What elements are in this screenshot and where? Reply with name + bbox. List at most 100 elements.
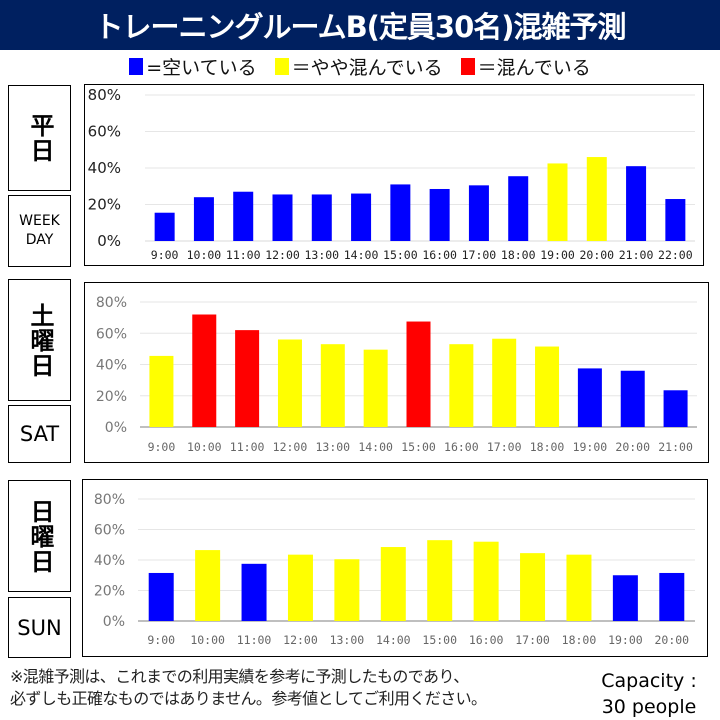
x-tick-label: 18:00 bbox=[530, 440, 565, 454]
legend-item-crowded: ＝混んでいる bbox=[460, 53, 591, 80]
x-tick-label: 11:00 bbox=[226, 248, 261, 262]
x-tick-label: 22:00 bbox=[658, 248, 693, 262]
y-tick-label: 60% bbox=[94, 523, 125, 539]
y-tick-label: 60% bbox=[88, 123, 121, 141]
weekday-jp-label: 平日 bbox=[26, 113, 54, 163]
sunday-bar-1000 bbox=[195, 550, 221, 621]
x-tick-label: 15:00 bbox=[383, 248, 418, 262]
saturday-en-label: SAT bbox=[19, 422, 60, 446]
x-tick-label: 9:00 bbox=[147, 633, 175, 647]
saturday-bar-1300 bbox=[320, 344, 345, 427]
x-tick-label: 18:00 bbox=[562, 633, 597, 647]
weekday-bar-1800 bbox=[508, 176, 529, 241]
weekday-chart-svg: 0% 20% 40% 60% 80% 9:00 10:00 11:00 12:00 13:00 14… bbox=[88, 86, 695, 262]
x-tick-label: 16:00 bbox=[469, 633, 504, 647]
sunday-bar-1400 bbox=[380, 547, 406, 621]
saturday-bar-1100 bbox=[235, 330, 260, 427]
x-tick-label: 17:00 bbox=[487, 440, 522, 454]
capacity-line-1: Capacity : bbox=[601, 670, 697, 692]
weekday-bar-1200 bbox=[272, 194, 293, 241]
sunday-chart: 0% 20% 40% 60% 80% 9:00 10:00 11:00 12:00 13:00 14… bbox=[82, 479, 708, 657]
x-tick-label: 11:00 bbox=[237, 633, 272, 647]
x-tick-label: 14:00 bbox=[376, 633, 411, 647]
x-tick-label: 10:00 bbox=[187, 440, 222, 454]
x-tick-label: 19:00 bbox=[540, 248, 575, 262]
sunday-en-label: SUN bbox=[17, 615, 62, 640]
legend-label: =空いている bbox=[146, 56, 257, 79]
saturday-bar-900 bbox=[149, 355, 174, 427]
page-title: トレーニングルームB(定員30名)混雑予測 bbox=[0, 0, 720, 50]
saturday-bar-1500 bbox=[406, 321, 431, 427]
saturday-bar-2100 bbox=[663, 390, 688, 427]
y-tick-label: 40% bbox=[94, 553, 125, 569]
legend-item-empty: =空いている bbox=[129, 53, 257, 80]
weekday-bar-1700 bbox=[468, 185, 489, 241]
x-tick-label: 21:00 bbox=[619, 248, 654, 262]
legend-label: ＝やや混んでいる bbox=[291, 56, 443, 79]
x-tick-label: 12:00 bbox=[265, 248, 300, 262]
weekday-bar-1400 bbox=[351, 193, 372, 241]
sunday-bar-1500 bbox=[427, 540, 453, 621]
y-tick-label: 40% bbox=[88, 159, 121, 177]
sunday-chart-svg: 0% 20% 40% 60% 80% 9:00 10:00 11:00 12:00 13:00 14… bbox=[94, 492, 695, 647]
x-tick-label: 14:00 bbox=[358, 440, 393, 454]
x-tick-label: 13:00 bbox=[304, 248, 339, 262]
y-tick-label: 20% bbox=[88, 196, 121, 214]
saturday-bar-2000 bbox=[620, 370, 645, 427]
x-tick-label: 19:00 bbox=[573, 440, 608, 454]
sunday-bar-1800 bbox=[566, 554, 592, 621]
y-tick-label: 80% bbox=[88, 86, 121, 104]
x-tick-label: 12:00 bbox=[273, 440, 308, 454]
saturday-bar-1800 bbox=[535, 346, 560, 427]
y-tick-label: 0% bbox=[97, 232, 121, 250]
sunday-bar-2000 bbox=[659, 572, 685, 621]
saturday-jp-label-box: 土曜日 bbox=[8, 279, 71, 401]
weekday-bar-2000 bbox=[586, 157, 607, 241]
title-text: トレーニングルームB(定員30名)混雑予測 bbox=[94, 10, 626, 44]
note-line-2: 必ずしも正確なものではありません。参考値としてご利用ください。 bbox=[10, 689, 487, 708]
sunday-bar-1900 bbox=[612, 575, 638, 621]
legend: =空いている ＝やや混んでいる ＝混んでいる bbox=[0, 53, 720, 79]
y-tick-label: 60% bbox=[96, 326, 127, 342]
x-tick-label: 13:00 bbox=[330, 633, 365, 647]
saturday-jp-label: 土曜日 bbox=[26, 302, 54, 378]
legend-label: ＝混んでいる bbox=[477, 56, 591, 79]
x-tick-label: 16:00 bbox=[422, 248, 457, 262]
weekday-en-label: WEEK DAY bbox=[19, 213, 60, 248]
x-tick-label: 15:00 bbox=[401, 440, 436, 454]
weekday-bar-1000 bbox=[193, 197, 214, 241]
disclaimer-note: ※混雑予測は、これまでの利用実績を参考に予測したものであり、 必ずしも正確なもの… bbox=[10, 666, 487, 710]
capacity-info: Capacity : 30 people bbox=[588, 668, 710, 720]
legend-swatch-blue bbox=[129, 57, 144, 75]
sunday-bar-1100 bbox=[241, 563, 267, 621]
sunday-jp-label: 日曜日 bbox=[26, 498, 54, 574]
sunday-bar-1300 bbox=[334, 559, 360, 621]
x-tick-label: 10:00 bbox=[190, 633, 225, 647]
sunday-bar-900 bbox=[148, 572, 174, 621]
sunday-bar-1700 bbox=[520, 553, 546, 621]
x-tick-label: 18:00 bbox=[501, 248, 536, 262]
note-line-1: ※混雑予測は、これまでの利用実績を参考に予測したものであり、 bbox=[10, 667, 469, 686]
saturday-bar-1700 bbox=[492, 338, 517, 427]
weekday-bar-2200 bbox=[665, 199, 686, 241]
x-tick-label: 15:00 bbox=[422, 633, 457, 647]
sunday-jp-label-box: 日曜日 bbox=[8, 480, 71, 592]
y-tick-label: 20% bbox=[94, 584, 125, 600]
x-tick-label: 16:00 bbox=[444, 440, 479, 454]
x-tick-label: 19:00 bbox=[608, 633, 643, 647]
x-tick-label: 17:00 bbox=[462, 248, 497, 262]
x-tick-label: 9:00 bbox=[151, 248, 179, 262]
x-tick-label: 9:00 bbox=[148, 440, 176, 454]
y-tick-label: 40% bbox=[96, 358, 127, 374]
weekday-bar-1100 bbox=[233, 191, 254, 241]
y-tick-label: 0% bbox=[105, 420, 127, 436]
sunday-en-label-box: SUN bbox=[8, 597, 71, 658]
saturday-bar-1200 bbox=[277, 339, 302, 427]
weekday-bar-2100 bbox=[626, 166, 647, 241]
x-tick-label: 20:00 bbox=[579, 248, 614, 262]
x-tick-label: 11:00 bbox=[230, 440, 265, 454]
saturday-bar-1900 bbox=[577, 368, 602, 427]
x-tick-label: 17:00 bbox=[515, 633, 550, 647]
x-tick-label: 12:00 bbox=[283, 633, 318, 647]
y-tick-label: 80% bbox=[94, 492, 125, 508]
